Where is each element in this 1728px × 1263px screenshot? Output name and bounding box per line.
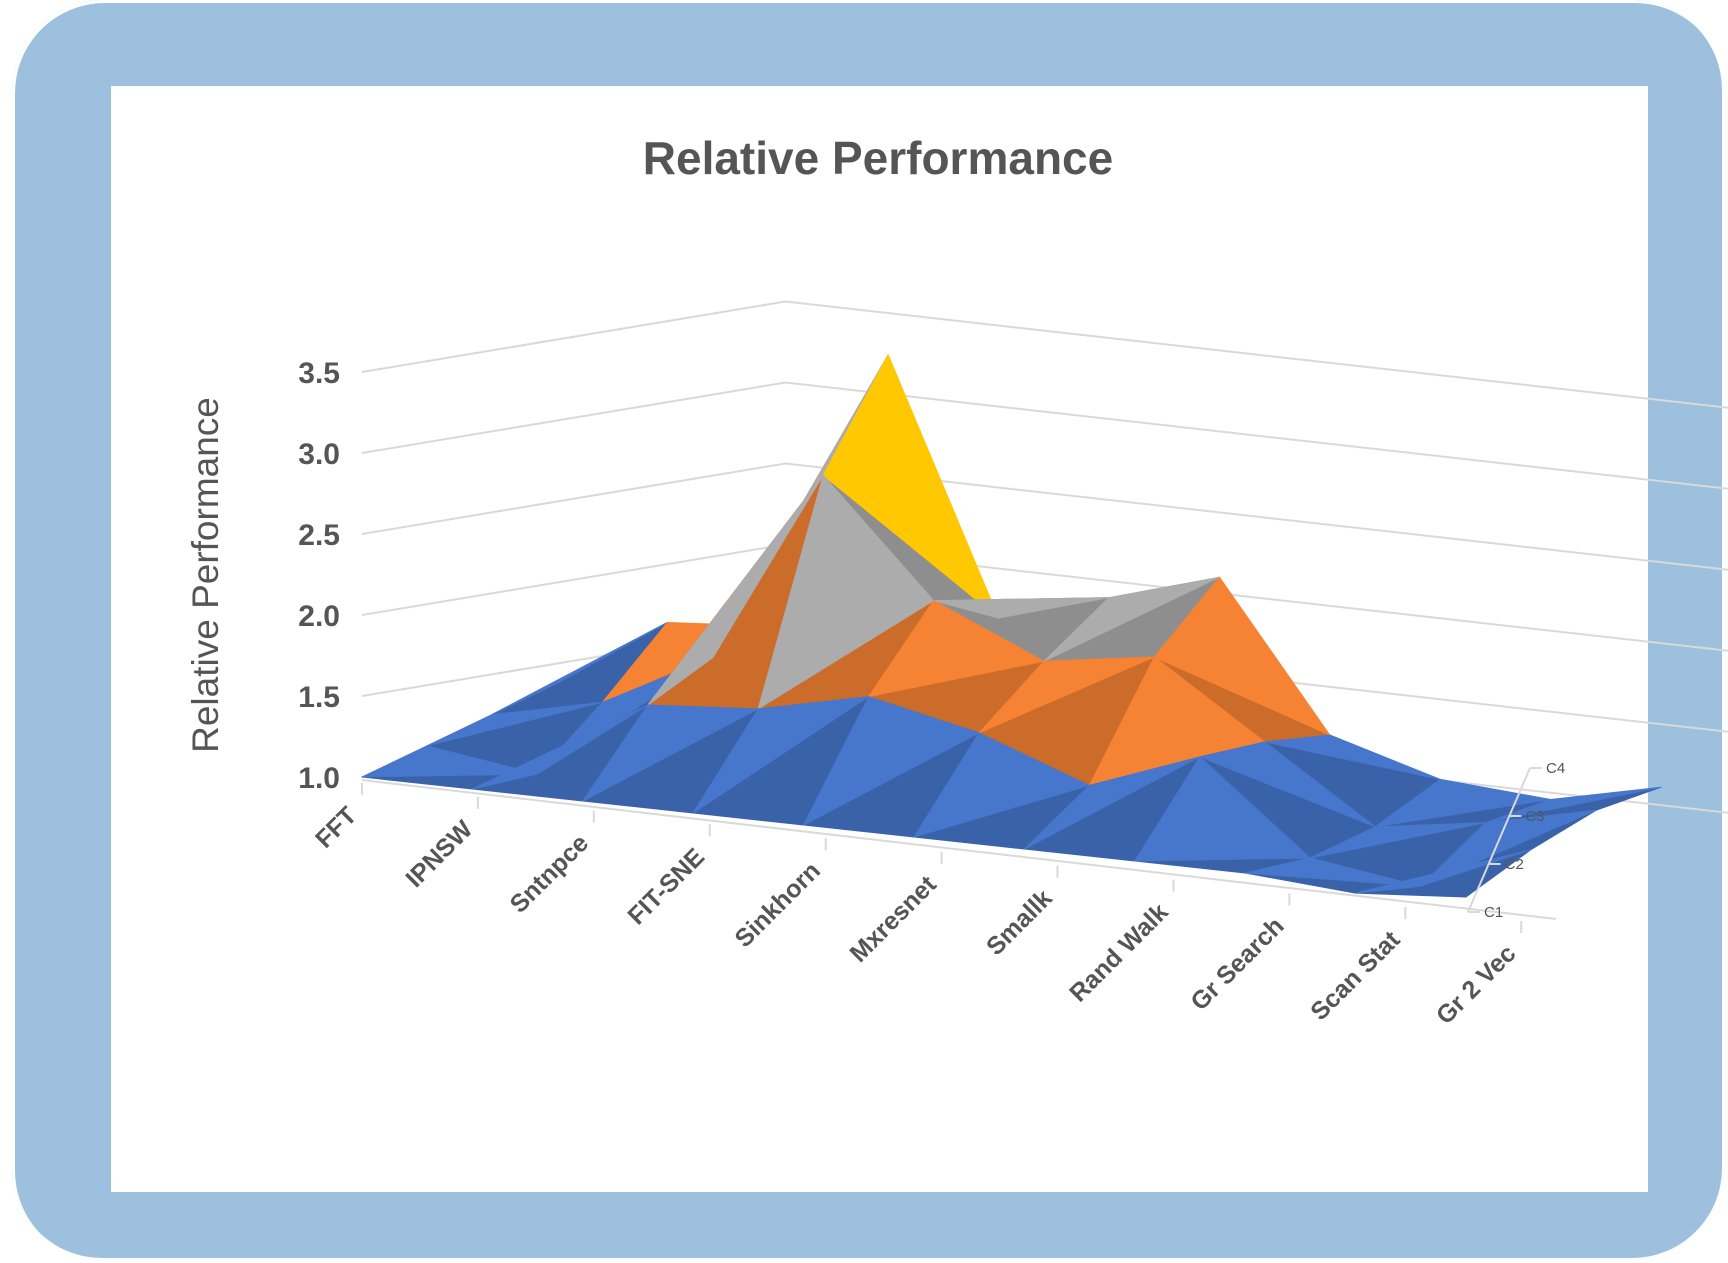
z-tick-label: 2.0 (298, 600, 340, 633)
category-label: IPNSW (400, 815, 478, 893)
surface-facet (647, 474, 824, 706)
surface-facet (471, 704, 649, 790)
chart-title: Relative Performance (643, 132, 1113, 184)
series-label: C1 (1484, 904, 1503, 921)
surface-facet (1374, 778, 1552, 828)
z-tick-label: 3.0 (298, 438, 340, 471)
category-label: Mxresnet (844, 870, 942, 968)
surface-facet (822, 354, 1000, 619)
surface-facet (913, 732, 1090, 838)
surface-plot (361, 354, 1662, 898)
surface-facet (1043, 576, 1220, 662)
gridline (361, 462, 1728, 571)
surface-facet (491, 622, 668, 716)
surface-facet (1485, 786, 1662, 824)
surface-facet (426, 701, 603, 747)
surface-facet (1244, 857, 1422, 887)
series-label: C2 (1505, 856, 1524, 873)
surface-facet (1023, 756, 1201, 850)
category-axis-line (361, 779, 1557, 920)
surface-facet (582, 704, 759, 802)
category-label: Gr 2 Vec (1431, 939, 1522, 1030)
category-label: Sntnpce (505, 829, 595, 919)
category-label: Scan Stat (1305, 925, 1406, 1026)
z-tick-label: 1.5 (298, 681, 340, 714)
gridline (361, 300, 1728, 409)
surface-facet (1153, 576, 1331, 736)
surface-facet (1355, 849, 1532, 894)
category-label: FFT (310, 801, 362, 853)
surface-facet (868, 600, 1045, 698)
series-axis-line (1467, 767, 1531, 913)
category-label: Smallk (981, 884, 1058, 961)
surface-facet (933, 597, 1110, 619)
series-label: C3 (1525, 808, 1544, 825)
surface-facet (1264, 734, 1441, 780)
surface-facet (692, 696, 870, 814)
surface-facet (1309, 822, 1487, 859)
surface-facet (1199, 741, 1376, 828)
surface-facet (978, 656, 1155, 734)
surface-facet (1134, 756, 1311, 862)
z-axis-label: Relative Performance (185, 397, 226, 753)
gridline (361, 381, 1728, 490)
series-label: C4 (1546, 760, 1565, 777)
surface-facet (361, 745, 538, 778)
z-tick-label: 1.0 (298, 762, 340, 795)
category-label: FIT-SNE (622, 843, 710, 931)
category-label: Gr Search (1185, 912, 1289, 1016)
z-tick-label: 3.5 (298, 357, 340, 390)
category-label: Sinkhorn (730, 857, 826, 953)
z-tick-label: 2.5 (298, 519, 340, 552)
category-label: Rand Walk (1064, 898, 1174, 1008)
surface-facet (803, 696, 980, 826)
surface-facet (757, 474, 935, 710)
